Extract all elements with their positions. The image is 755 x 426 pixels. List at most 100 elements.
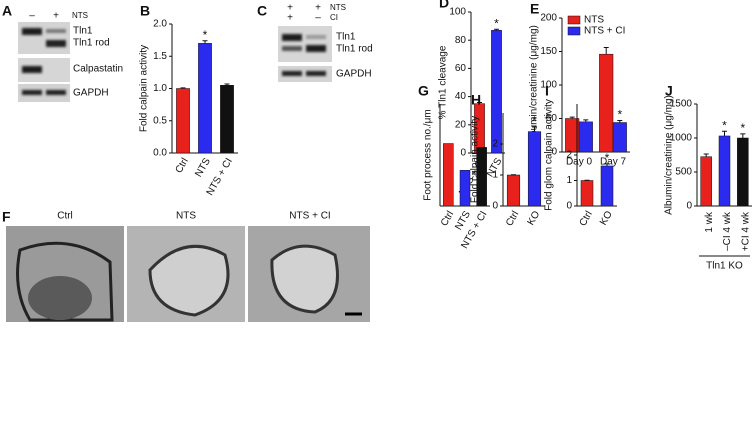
y-tick-label: 2 (492, 139, 498, 150)
x-tick-label: KO (598, 209, 615, 227)
micrograph-label: NTS (176, 211, 196, 222)
y-tick-label: 60 (455, 63, 467, 74)
significance: * (617, 108, 622, 122)
blot-image (278, 26, 332, 82)
error-bar (224, 83, 230, 86)
error-bar (180, 87, 186, 89)
micrograph (248, 226, 370, 322)
micrograph-label: Ctrl (57, 211, 73, 222)
legend-label: NTS + CI (584, 26, 625, 37)
panel-letter: E (530, 1, 539, 17)
band-label: GAPDH (336, 69, 372, 80)
lane-sign: + (53, 11, 59, 22)
bar (506, 174, 521, 207)
bar (599, 53, 614, 153)
y-axis-label: Fold calpain activity (139, 45, 150, 132)
treatment-label: NTS (330, 3, 346, 12)
error-bar (603, 46, 609, 55)
y-tick-label: 100 (540, 80, 557, 91)
error-bar (202, 40, 208, 44)
y-tick-label: 40 (455, 91, 467, 102)
bar (491, 30, 502, 154)
panel-letter: I (545, 83, 549, 99)
y-tick-label: 1500 (670, 99, 693, 110)
y-tick-label: 0 (551, 147, 557, 158)
error-bar (532, 126, 537, 132)
y-tick-label: 100 (449, 7, 466, 18)
panel-letter: A (2, 3, 12, 19)
band-label: Tln1 rod (336, 44, 373, 55)
error-bar (740, 133, 746, 138)
error-bar (477, 102, 482, 104)
bar (459, 170, 471, 207)
significance: * (605, 151, 610, 165)
significance: * (494, 16, 499, 30)
significance: * (532, 114, 537, 128)
y-tick-label: 1 (566, 175, 572, 186)
y-tick-label: 150 (540, 46, 557, 57)
blot-image (18, 22, 70, 102)
y-tick-label: 200 (540, 13, 557, 24)
group-label: Tln1 KO (706, 261, 743, 272)
band-label: GAPDH (73, 88, 109, 99)
bar (737, 137, 749, 207)
treatment-label: NTS (72, 11, 88, 20)
x-tick-label: –CI 4 wk (722, 211, 733, 251)
lane-sign: + (287, 13, 293, 24)
y-tick-label: 0 (460, 148, 466, 159)
bar (220, 85, 234, 154)
y-tick-label: 1000 (670, 133, 693, 144)
x-tick-label: Ctrl (174, 156, 191, 175)
bar (718, 135, 731, 207)
error-bar (617, 120, 623, 123)
error-bar (583, 119, 589, 122)
x-tick-label: 1 wk (704, 211, 715, 233)
y-axis-label: Fold calpain activity (470, 116, 481, 203)
panel-letter: D (439, 0, 449, 11)
lane-sign: – (29, 11, 35, 22)
significance: * (740, 121, 745, 135)
bar (612, 122, 627, 153)
legend-label: NTS (584, 15, 604, 26)
x-tick-label: Day 7 (600, 157, 627, 168)
treatment-label: CI (330, 13, 338, 22)
error-bar (569, 116, 575, 119)
lane-sign: + (287, 3, 293, 14)
y-tick-label: 0 (566, 201, 572, 212)
panel-letter: G (418, 83, 429, 99)
x-tick-label: NTS (193, 156, 213, 179)
micrograph (127, 226, 245, 322)
panel-letter: F (2, 209, 11, 225)
micrograph (6, 226, 124, 322)
band-label: Tln1 (336, 32, 356, 43)
band-label: Calpastatin (73, 64, 123, 75)
bar (700, 156, 712, 207)
band-label: Tln1 (73, 26, 93, 37)
y-tick-label: 1 (492, 170, 498, 181)
y-tick-label: 500 (675, 167, 692, 178)
y-axis-label: Albumin/creatinine (μg/mg) (664, 95, 675, 215)
lane-sign: – (315, 13, 321, 24)
panel-letter: J (665, 83, 673, 99)
significance: * (722, 118, 727, 132)
x-tick-label: KO (526, 209, 543, 227)
y-tick-label: 0 (686, 201, 692, 212)
y-tick-label: 1.0 (153, 83, 167, 94)
y-tick-label: 80 (455, 35, 467, 46)
y-axis-label: Albumin/creatinine (μg/mg) (529, 25, 540, 145)
error-bar (722, 130, 727, 136)
bar (176, 88, 190, 154)
y-tick-label: 50 (546, 113, 558, 124)
y-tick-label: 0 (492, 201, 498, 212)
y-tick-label: 2.0 (153, 19, 167, 30)
bar (527, 131, 542, 207)
legend-swatch (567, 15, 581, 25)
significance: * (203, 28, 208, 42)
lane-sign: + (315, 3, 321, 14)
x-tick-label: +CI 4 wk (740, 211, 751, 251)
bar (580, 180, 594, 207)
error-bar (604, 163, 610, 166)
x-tick-label: Ctrl (504, 209, 521, 228)
bar (476, 147, 487, 207)
